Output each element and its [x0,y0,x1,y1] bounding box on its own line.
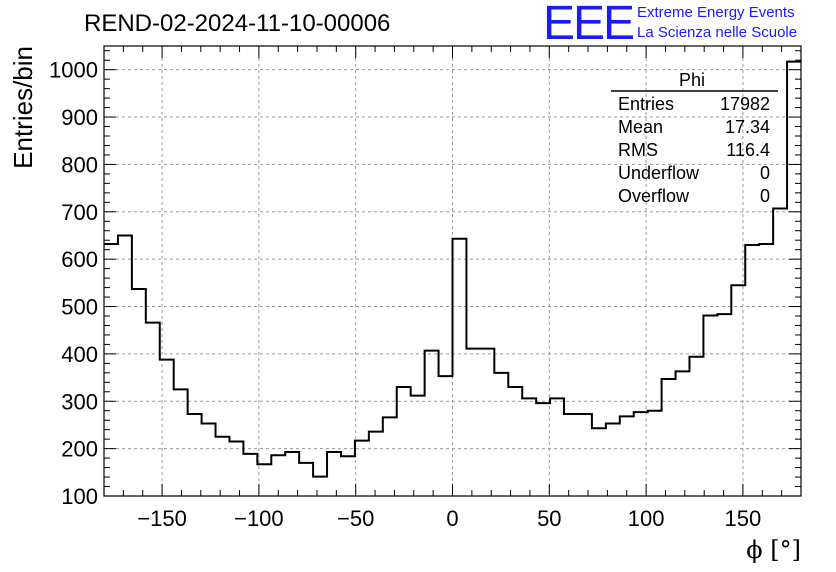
chart-title: REND-02-2024-11-10-00006 [84,10,391,37]
stats-value-overflow: 0 [759,186,770,206]
histogram-outline [104,60,801,478]
y-tick-label: 1000 [49,58,98,83]
x-tick-label: −50 [337,506,374,531]
stats-box-title: Phi [679,70,706,90]
stats-label-entries: Entries [618,94,675,114]
y-tick-label: 700 [61,200,98,225]
y-tick-label: 100 [61,484,98,509]
y-tick-label: 600 [61,247,98,272]
x-tick-label: 100 [628,506,665,531]
stats-label-underflow: Underflow [618,163,700,183]
stats-value-rms: 116.4 [726,140,770,160]
x-tick-label: −100 [234,506,284,531]
y-tick-label: 800 [61,152,98,177]
y-tick-label: 500 [61,295,98,320]
logo-line-2: La Scienza nelle Scuole [637,24,798,41]
y-tick-label: 400 [61,342,98,367]
stats-value-entries: 17982 [719,94,770,114]
x-tick-label: 150 [725,506,762,531]
eee-logo: EEE [543,0,635,50]
logo-line-1: Extreme Energy Events [637,4,795,21]
stats-value-underflow: 0 [759,163,770,183]
stats-label-mean: Mean [618,117,664,137]
y-tick-label: 300 [61,389,98,414]
x-tick-label: 50 [537,506,561,531]
stats-label-overflow: Overflow [618,186,690,206]
x-tick-label: −150 [137,506,187,531]
y-tick-label: 200 [61,437,98,462]
y-tick-label: 900 [61,105,98,130]
y-axis-label: Entries/bin [8,46,38,169]
x-axis-label: ϕ [°] [746,536,801,564]
stats-value-mean: 17.34 [724,117,770,137]
stats-label-rms: RMS [618,140,658,160]
x-tick-label: 0 [446,506,458,531]
